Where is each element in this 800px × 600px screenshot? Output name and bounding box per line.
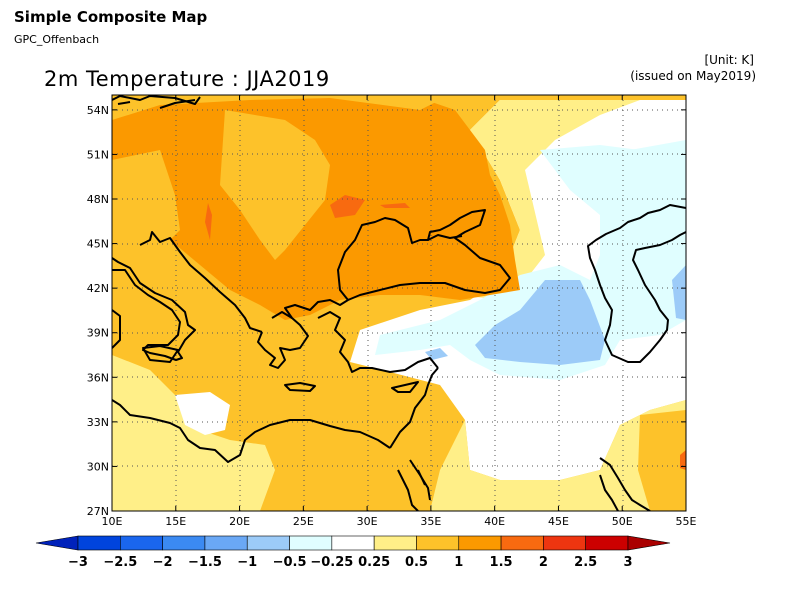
- anomaly-0.25-0.5-west: [112, 355, 275, 511]
- lon-tick-label: 35E: [420, 515, 441, 528]
- colorbar-segment: [246, 535, 290, 551]
- anomaly-0.5-1-alpine-wedge: [112, 150, 180, 250]
- colorbar-label: −2.5: [103, 555, 137, 570]
- map-title: 2m Temperature : JJA2019: [44, 67, 330, 91]
- colorbar-segment: [204, 535, 248, 551]
- lon-tick-label: 55E: [676, 515, 697, 528]
- lat-tick-label: 45N: [87, 238, 109, 251]
- colorbar-label: 0.25: [358, 555, 390, 570]
- coast-sardinia: [112, 309, 121, 349]
- anomaly-neutral-libya: [175, 392, 230, 435]
- coastlines: [112, 95, 686, 511]
- anomaly-neg-0.25-0.5-northeast: [625, 140, 686, 200]
- coast-greece-2: [271, 311, 293, 319]
- coast-gulf: [117, 101, 131, 105]
- anomaly-neg-0.5-1-east-edge: [672, 265, 686, 320]
- lat-tick-label: 42N: [87, 282, 109, 295]
- colorbar-label: −1.5: [188, 555, 222, 570]
- graticule: [112, 95, 686, 511]
- colorbar-segment: [120, 535, 163, 551]
- anomaly-1.5-2-balkans: [205, 203, 212, 240]
- map-frame: [111, 94, 687, 512]
- unit-label: [Unit: K]: [704, 53, 754, 67]
- colorbar-label: −3: [68, 555, 88, 570]
- colorbar-arrow-low: [35, 535, 79, 551]
- lon-tick-label: 30E: [357, 515, 378, 528]
- anomaly-0.25-0.5-north: [450, 95, 686, 300]
- colorbar-label: 3: [623, 555, 632, 570]
- colorbar-label: 1.5: [490, 555, 513, 570]
- coast-crete: [284, 382, 316, 392]
- anomaly-1.5-2-east-edge: [680, 450, 686, 470]
- colorbar-label: −0.5: [273, 555, 307, 570]
- lat-tick-label: 27N: [87, 505, 109, 518]
- colorbar-segment: [500, 535, 544, 551]
- anomaly-0.5-1-north-strip: [112, 95, 686, 110]
- issued-label: (issued on May2019): [630, 69, 756, 83]
- colorbar-segment: [373, 535, 417, 551]
- coast-persian-gulf-2: [599, 474, 619, 511]
- colorbar-segment: [162, 535, 206, 551]
- coast-adriatic: [139, 231, 263, 333]
- source-label: GPC_Offenbach: [14, 33, 100, 46]
- colorbar-segment: [458, 535, 502, 551]
- colorbar-segment: [543, 535, 586, 551]
- anomaly-field: [112, 95, 686, 511]
- coast-blacksea: [337, 209, 511, 301]
- lon-tick-label: 20E: [229, 515, 250, 528]
- coast-baltic-2: [159, 99, 196, 109]
- lat-tick-label: 51N: [87, 148, 109, 161]
- lon-tick-label: 45E: [548, 515, 569, 528]
- colorbar: −3 −2.5 −2 −1.5 −1 −0.5 −0.25 0.25 0.5 1 1.5 2 2.5 3: [35, 535, 671, 570]
- colorbar-label: 0.5: [405, 555, 428, 570]
- lon-tick-label: 15E: [165, 515, 186, 528]
- colorbar-segment: [289, 535, 333, 551]
- colorbar-segment: [585, 535, 629, 551]
- coast-north-africa: [112, 399, 391, 463]
- anomaly-1.5-2-crimea: [380, 203, 410, 208]
- colorbar-segment: [77, 535, 121, 551]
- coast-greece: [257, 299, 349, 369]
- coast-sicily: [142, 345, 179, 363]
- coast-levant: [389, 367, 439, 449]
- colorbar-label: −0.25: [310, 555, 353, 570]
- lat-tick-label: 48N: [87, 193, 109, 206]
- lat-tick-label: 39N: [87, 327, 109, 340]
- colorbar-label: 1: [454, 555, 463, 570]
- coast-cyprus: [391, 381, 419, 393]
- colorbar-label: −2: [153, 555, 173, 570]
- lat-tick-label: 30N: [87, 460, 109, 473]
- coast-redsea-west: [397, 469, 419, 511]
- axis-ticks: 10E 15E 20E 25E 30E 35E 40E 45E 50E 55E 27N 30N 33N 3…: [87, 95, 697, 528]
- lat-tick-label: 33N: [87, 416, 109, 429]
- lon-tick-label: 50E: [612, 515, 633, 528]
- lat-tick-label: 54N: [87, 104, 109, 117]
- colorbar-arrow-high: [627, 535, 671, 551]
- colorbar-segment: [416, 535, 460, 551]
- coast-persian-gulf: [599, 457, 651, 511]
- anomaly-1.5-2-ukraine: [330, 195, 365, 218]
- anomaly-neg-0.5-1-anatolia: [475, 280, 605, 365]
- colorbar-label: 2: [539, 555, 548, 570]
- lon-tick-label: 10E: [102, 515, 123, 528]
- coast-turkey: [317, 311, 439, 373]
- coast-azov: [427, 234, 463, 241]
- lon-tick-label: 40E: [484, 515, 505, 528]
- colorbar-segment: [331, 535, 375, 551]
- coast-gulf-aqaba: [417, 469, 426, 486]
- colorbar-label: −1: [237, 555, 257, 570]
- anomaly-0.5-1-central-wedge: [220, 110, 330, 260]
- figure-title: Simple Composite Map: [14, 8, 208, 26]
- lon-tick-label: 25E: [293, 515, 314, 528]
- coast-caspian: [587, 204, 686, 363]
- lat-tick-label: 36N: [87, 371, 109, 384]
- coast-baltic: [112, 95, 201, 105]
- anomaly-neg-0.25-0.5-east: [375, 140, 686, 380]
- coast-italy: [112, 257, 196, 361]
- colorbar-label: 2.5: [574, 555, 597, 570]
- anomaly-0.5-1-southeast-patch: [638, 410, 686, 511]
